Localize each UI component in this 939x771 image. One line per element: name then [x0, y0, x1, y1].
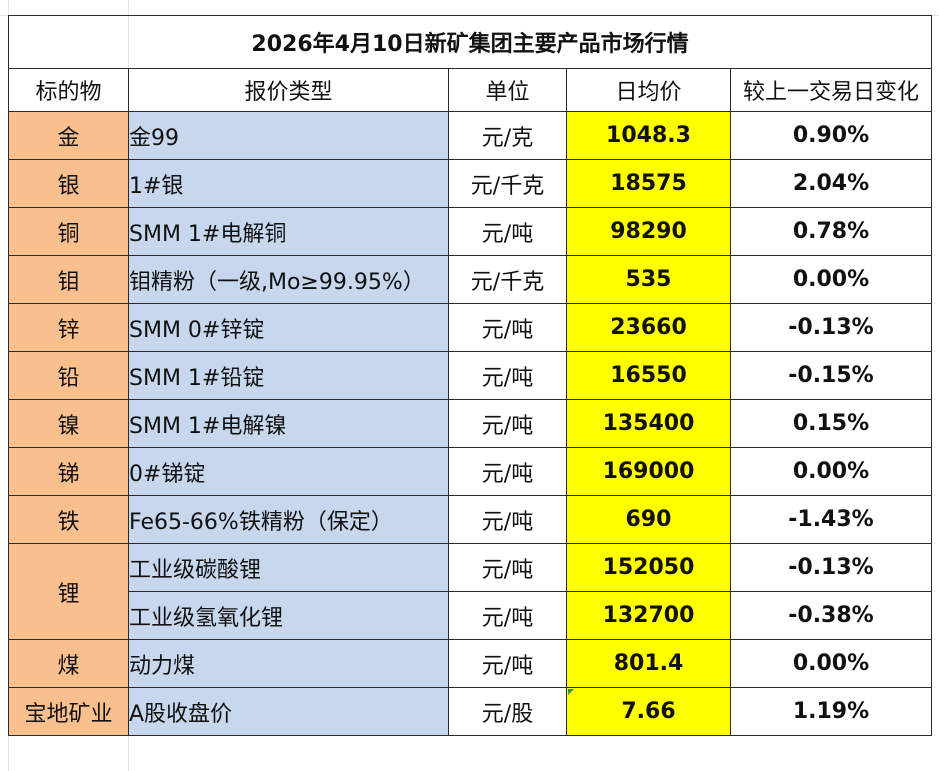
table-row: 铜 SMM 1#电解铜 元/吨 98290 0.78% [8, 207, 932, 256]
table-row: 宝地矿业 A股收盘价 元/股 7.66 1.19% [8, 687, 932, 736]
cell-unit[interactable]: 元/吨 [448, 639, 567, 688]
cell-avg-price[interactable]: 16550 [566, 351, 731, 400]
table-row: 钼钼精粉（一级,Mo≥99.95%） 元/千克 535 0.00% [8, 255, 932, 304]
cell-avg-price[interactable]: 18575 [566, 159, 731, 208]
cell-unit[interactable]: 元/股 [448, 687, 567, 736]
cell-unit[interactable]: 元/吨 [448, 543, 567, 592]
cell-metal[interactable]: 镍 [8, 399, 129, 448]
cell-avg-price[interactable]: 135400 [566, 399, 731, 448]
cell-metal[interactable]: 宝地矿业 [8, 687, 129, 736]
cell-change[interactable]: 2.04% [730, 159, 932, 208]
cell-avg-price[interactable]: 152050 [566, 543, 731, 592]
table-title: 2026年4月10日新矿集团主要产品市场行情 [8, 15, 932, 69]
table-row: 锂工业级碳酸锂 元/吨 152050 -0.13% [8, 543, 932, 640]
cell-metal[interactable]: 煤 [8, 639, 129, 688]
cell-avg-price[interactable]: 1048.3 [566, 111, 731, 160]
cell-avg-price[interactable]: 23660 [566, 303, 731, 352]
cell-unit[interactable]: 元/千克 [448, 159, 567, 208]
cell-metal[interactable]: 铁 [8, 495, 129, 544]
table-row: 工业级氢氧化锂 元/吨 132700 -0.38% [9, 591, 932, 640]
cell-change[interactable]: 0.00% [730, 447, 932, 496]
cell-change[interactable]: -0.13% [730, 303, 932, 352]
cell-price-type[interactable]: 1#银 [128, 159, 449, 208]
header-change[interactable]: 较上一交易日变化 [730, 68, 932, 112]
table-row: 煤动力煤 元/吨 801.4 0.00% [8, 639, 932, 688]
cell-change[interactable]: 0.00% [730, 639, 932, 688]
cell-change[interactable]: -0.13% [730, 543, 932, 592]
cell-price-type[interactable]: SMM 0#锌锭 [128, 303, 449, 352]
header-unit[interactable]: 单位 [448, 68, 567, 112]
table-row: 铁 Fe65-66%铁精粉（保定） 元/吨 690 -1.43% [8, 495, 932, 544]
table-row: 镍 SMM 1#电解镍 元/吨 135400 0.15% [8, 399, 932, 448]
cell-metal[interactable]: 锌 [8, 303, 129, 352]
cell-change[interactable]: 0.15% [730, 399, 932, 448]
cell-unit[interactable]: 元/吨 [448, 399, 567, 448]
cell-price-type[interactable]: SMM 1#电解镍 [128, 399, 449, 448]
cell-metal[interactable]: 锂 [8, 543, 129, 640]
cell-metal[interactable]: 金 [8, 111, 129, 160]
cell-unit[interactable]: 元/克 [448, 111, 567, 160]
table-row: 锌 SMM 0#锌锭 元/吨 23660 -0.13% [8, 303, 932, 352]
cell-avg-price[interactable]: 535 [566, 255, 731, 304]
cell-change[interactable]: 1.19% [730, 687, 932, 736]
market-price-table: 2026年4月10日新矿集团主要产品市场行情 标的物 报价类型 单位 日均价 较… [8, 15, 932, 736]
cell-avg-price[interactable]: 801.4 [566, 639, 731, 688]
header-price-type[interactable]: 报价类型 [128, 68, 449, 112]
table-row: 金金99 元/克 1048.3 0.90% [8, 111, 932, 160]
header-avg-price[interactable]: 日均价 [566, 68, 731, 112]
cell-metal[interactable]: 锑 [8, 447, 129, 496]
cell-unit[interactable]: 元/吨 [448, 447, 567, 496]
cell-price-type[interactable]: A股收盘价 [128, 687, 449, 736]
cell-avg-price[interactable]: 7.66 [566, 687, 731, 736]
table-row: 银 1#银 元/千克 18575 2.04% [8, 159, 932, 208]
cell-metal[interactable]: 银 [8, 159, 129, 208]
table-row: 锑 0#锑锭 元/吨 169000 0.00% [8, 447, 932, 496]
cell-unit[interactable]: 元/吨 [448, 303, 567, 352]
cell-change[interactable]: -0.38% [730, 591, 932, 640]
cell-price-type[interactable]: Fe65-66%铁精粉（保定） [128, 495, 449, 544]
cell-price-type[interactable]: 工业级氢氧化锂 [128, 591, 449, 640]
cell-metal[interactable]: 铜 [8, 207, 129, 256]
cell-avg-price[interactable]: 132700 [566, 591, 731, 640]
cell-change[interactable]: 0.90% [730, 111, 932, 160]
cell-change[interactable]: 0.78% [730, 207, 932, 256]
cell-price-type[interactable]: 钼精粉（一级,Mo≥99.95%） [128, 255, 449, 304]
cell-price-type[interactable]: 动力煤 [128, 639, 449, 688]
cell-avg-price[interactable]: 98290 [566, 207, 731, 256]
cell-comment-marker [567, 688, 574, 695]
cell-price-type[interactable]: 金99 [128, 111, 449, 160]
cell-unit[interactable]: 元/吨 [448, 351, 567, 400]
cell-price-type[interactable]: 工业级碳酸锂 [128, 543, 449, 592]
cell-unit[interactable]: 元/吨 [448, 591, 567, 640]
cell-unit[interactable]: 元/吨 [448, 495, 567, 544]
cell-unit[interactable]: 元/千克 [448, 255, 567, 304]
cell-price-type[interactable]: SMM 1#电解铜 [128, 207, 449, 256]
table-row: 铅 SMM 1#铅锭 元/吨 16550 -0.15% [8, 351, 932, 400]
cell-unit[interactable]: 元/吨 [448, 207, 567, 256]
cell-metal[interactable]: 铅 [8, 351, 129, 400]
cell-metal[interactable]: 钼 [8, 255, 129, 304]
cell-avg-price[interactable]: 690 [566, 495, 731, 544]
cell-change[interactable]: 0.00% [730, 255, 932, 304]
cell-price-type[interactable]: SMM 1#铅锭 [128, 351, 449, 400]
header-metal[interactable]: 标的物 [8, 68, 129, 112]
cell-change[interactable]: -0.15% [730, 351, 932, 400]
cell-avg-price[interactable]: 169000 [566, 447, 731, 496]
cell-price-type[interactable]: 0#锑锭 [128, 447, 449, 496]
cell-change[interactable]: -1.43% [730, 495, 932, 544]
